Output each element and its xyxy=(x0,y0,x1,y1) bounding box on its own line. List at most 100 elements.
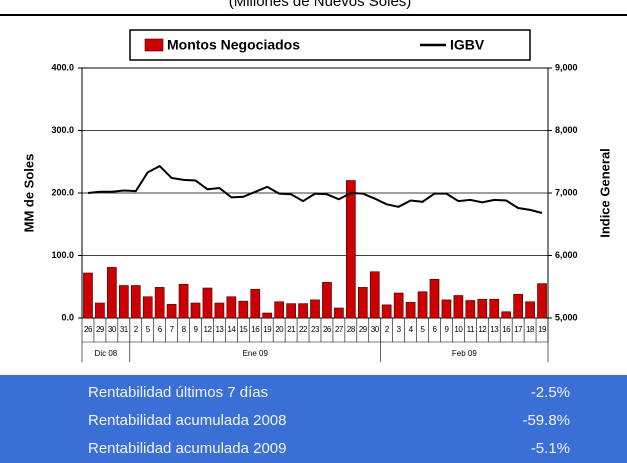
x-tick-label: 19 xyxy=(263,325,272,334)
x-tick-label: 10 xyxy=(454,325,463,334)
bar xyxy=(202,287,213,319)
bar xyxy=(142,296,153,319)
y2-tick-label: 9,000 xyxy=(555,62,578,72)
table-value: -5.1% xyxy=(531,440,570,457)
x-tick-label: 2 xyxy=(134,325,139,334)
bar xyxy=(525,301,535,319)
x-tick-label: 9 xyxy=(194,325,199,334)
y-tick-label: 0.0 xyxy=(61,312,74,322)
x-tick-label: 22 xyxy=(299,325,308,334)
bar xyxy=(226,296,237,319)
x-tick-label: 4 xyxy=(409,325,414,334)
x-tick-label: 6 xyxy=(158,325,163,334)
bar xyxy=(477,298,488,319)
bar xyxy=(190,302,201,319)
x-tick-label: 5 xyxy=(421,325,426,334)
x-tick-label: 9 xyxy=(444,325,449,334)
bar xyxy=(118,285,129,319)
y-axis-title: MM de Soles xyxy=(21,154,36,233)
x-tick-label: 16 xyxy=(502,325,511,334)
table-label: Rentabilidad últimos 7 días xyxy=(88,384,268,401)
month-label: Ene 09 xyxy=(243,349,269,358)
bar xyxy=(441,299,452,319)
legend-label: Montos Negociados xyxy=(167,37,300,53)
bar xyxy=(393,292,404,319)
bar xyxy=(334,307,344,319)
x-tick-label: 18 xyxy=(526,325,535,334)
x-tick-label: 30 xyxy=(371,325,380,334)
bar xyxy=(405,302,416,319)
x-tick-label: 2 xyxy=(385,325,390,334)
x-tick-label: 29 xyxy=(359,325,368,334)
bar xyxy=(166,303,177,319)
bar xyxy=(429,278,440,319)
bar xyxy=(369,271,380,319)
x-tick-label: 12 xyxy=(478,325,487,334)
table-band xyxy=(0,375,627,463)
y-tick-label: 400.0 xyxy=(51,62,74,72)
y2-tick-label: 8,000 xyxy=(555,125,578,135)
bar xyxy=(346,180,356,319)
x-tick-label: 6 xyxy=(433,325,438,334)
x-tick-label: 30 xyxy=(108,325,117,334)
x-tick-label: 26 xyxy=(84,325,93,334)
x-tick-label: 3 xyxy=(397,325,402,334)
x-tick-label: 14 xyxy=(227,325,236,334)
bar xyxy=(537,283,547,319)
y-tick-label: 100.0 xyxy=(51,250,74,260)
y2-axis-title: Indice General xyxy=(597,148,612,238)
legend-label: IGBV xyxy=(450,37,485,53)
x-tick-label: 17 xyxy=(514,325,523,334)
bar xyxy=(214,302,225,319)
bar xyxy=(178,283,189,319)
x-tick-label: 5 xyxy=(146,325,151,334)
table-label: Rentabilidad acumulada 2008 xyxy=(88,412,286,429)
x-tick-label: 16 xyxy=(251,325,260,334)
x-tick-label: 29 xyxy=(96,325,105,334)
x-tick-label: 21 xyxy=(287,325,296,334)
x-tick-label: 11 xyxy=(467,325,475,334)
bar xyxy=(130,285,141,319)
bar xyxy=(107,267,117,319)
bar xyxy=(310,299,320,319)
x-tick-label: 15 xyxy=(239,325,248,334)
bar xyxy=(417,291,428,319)
bar xyxy=(95,302,105,319)
bar xyxy=(250,288,261,319)
x-tick-label: 28 xyxy=(347,325,356,334)
bar xyxy=(262,312,273,319)
bar xyxy=(298,303,308,319)
bar xyxy=(83,272,93,319)
bar xyxy=(238,300,249,319)
bar xyxy=(286,303,296,319)
bar xyxy=(322,282,332,319)
x-tick-label: 12 xyxy=(204,325,213,334)
x-tick-label: 8 xyxy=(182,325,187,334)
x-tick-label: 13 xyxy=(490,325,499,334)
y2-tick-label: 6,000 xyxy=(555,250,578,260)
table-label: Rentabilidad acumulada 2009 xyxy=(88,440,286,457)
x-tick-label: 31 xyxy=(120,325,129,334)
table-value: -2.5% xyxy=(531,384,570,401)
month-label: Feb 09 xyxy=(452,349,477,358)
line xyxy=(87,164,543,214)
chart-title: (Millones de Nuevos Soles) xyxy=(229,0,412,10)
x-tick-label: 13 xyxy=(215,325,224,334)
x-tick-label: 23 xyxy=(311,325,320,334)
bar xyxy=(513,293,523,319)
bar xyxy=(381,304,392,319)
legend-swatch xyxy=(144,38,164,52)
x-tick-label: 20 xyxy=(275,325,284,334)
y2-tick-label: 5,000 xyxy=(555,312,578,322)
y-tick-label: 300.0 xyxy=(51,125,74,135)
y-tick-label: 200.0 xyxy=(51,187,74,197)
x-tick-label: 27 xyxy=(335,325,344,334)
table-value: -59.8% xyxy=(522,412,570,429)
x-tick-label: 26 xyxy=(323,325,332,334)
bar xyxy=(154,287,165,319)
legend xyxy=(129,29,531,61)
bar xyxy=(465,300,476,319)
bar xyxy=(274,301,284,319)
